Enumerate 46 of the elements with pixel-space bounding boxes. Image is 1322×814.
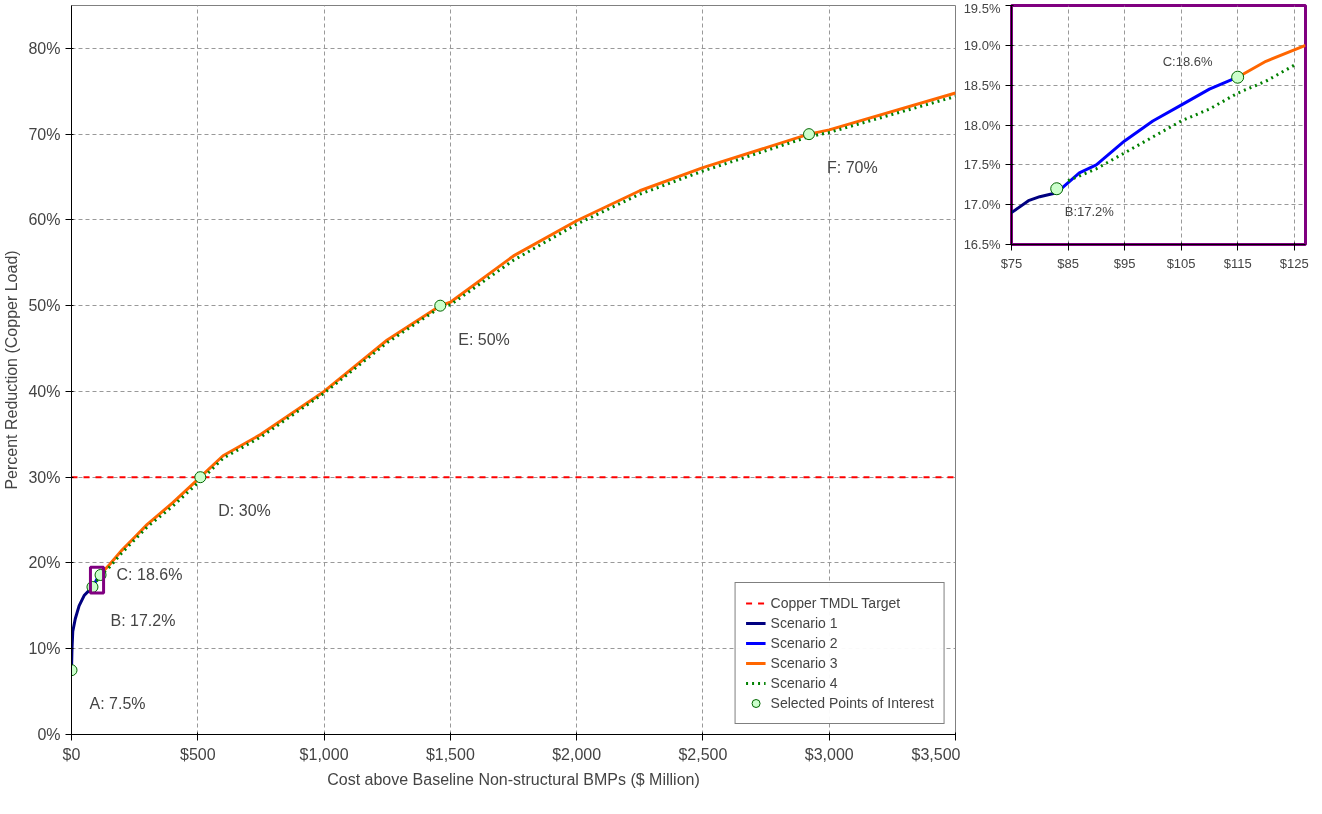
x-tick-label: $3,500 bbox=[911, 745, 961, 763]
y-tick-label: 70% bbox=[28, 125, 61, 143]
legend-label: Copper TMDL Target bbox=[770, 595, 901, 611]
y-tick-label: 16.5% bbox=[963, 237, 1001, 252]
annotation: B: 17.2% bbox=[110, 611, 176, 629]
x-tick-label: $75 bbox=[1000, 255, 1023, 271]
x-tick-label: $105 bbox=[1166, 255, 1196, 271]
legend-label: Scenario 3 bbox=[770, 655, 838, 671]
annotation: A: 7.5% bbox=[89, 695, 146, 713]
x-tick-label: $85 bbox=[1057, 255, 1079, 271]
annotation: E: 50% bbox=[458, 330, 510, 348]
y-tick-label: 0% bbox=[37, 726, 61, 743]
x-tick-label: $2,000 bbox=[552, 745, 602, 763]
y-tick-label: 20% bbox=[28, 554, 61, 572]
x-tick-label: $500 bbox=[179, 745, 216, 763]
x-tick-label: $125 bbox=[1279, 255, 1309, 271]
x-tick-label: $95 bbox=[1113, 255, 1136, 271]
legend-label: Selected Points of Interest bbox=[770, 695, 934, 711]
y-tick-label: 18.0% bbox=[963, 117, 1001, 133]
y-tick-label: 30% bbox=[28, 468, 61, 486]
legend-label: Scenario 2 bbox=[770, 635, 838, 651]
y-tick-label: 10% bbox=[28, 640, 61, 658]
annotation: C:18.6% bbox=[1162, 54, 1213, 70]
x-tick-label: $0 bbox=[62, 745, 81, 763]
x-tick-label: $1,500 bbox=[425, 745, 475, 763]
y-tick-label: 19.0% bbox=[963, 37, 1001, 53]
y-tick-label: 18.5% bbox=[963, 77, 1001, 93]
x-tick-label: $115 bbox=[1223, 255, 1252, 271]
y-tick-label: 17.0% bbox=[963, 197, 1001, 213]
y-axis-title: Percent Reduction (Copper Load) bbox=[3, 250, 21, 490]
y-tick-label: 17.5% bbox=[963, 157, 1001, 173]
x-tick-label: $3,000 bbox=[804, 745, 854, 763]
legend-label: Scenario 4 bbox=[770, 675, 838, 691]
legend-label: Scenario 1 bbox=[770, 615, 838, 631]
annotation: D: 30% bbox=[218, 502, 271, 520]
y-tick-label: 50% bbox=[28, 297, 61, 315]
annotation: F: 70% bbox=[827, 159, 878, 177]
x-tick-label: $1,000 bbox=[299, 745, 349, 763]
y-tick-label: 80% bbox=[28, 39, 61, 57]
y-tick-label: 19.5% bbox=[963, 0, 1001, 16]
y-tick-label: 40% bbox=[28, 382, 61, 400]
annotation: C: 18.6% bbox=[116, 565, 183, 583]
annotation: B:17.2% bbox=[1064, 203, 1115, 219]
x-axis-title: Cost above Baseline Non-structural BMPs ($ Million) bbox=[327, 770, 700, 788]
y-tick-label: 60% bbox=[28, 211, 61, 229]
x-tick-label: $2,500 bbox=[678, 745, 728, 763]
